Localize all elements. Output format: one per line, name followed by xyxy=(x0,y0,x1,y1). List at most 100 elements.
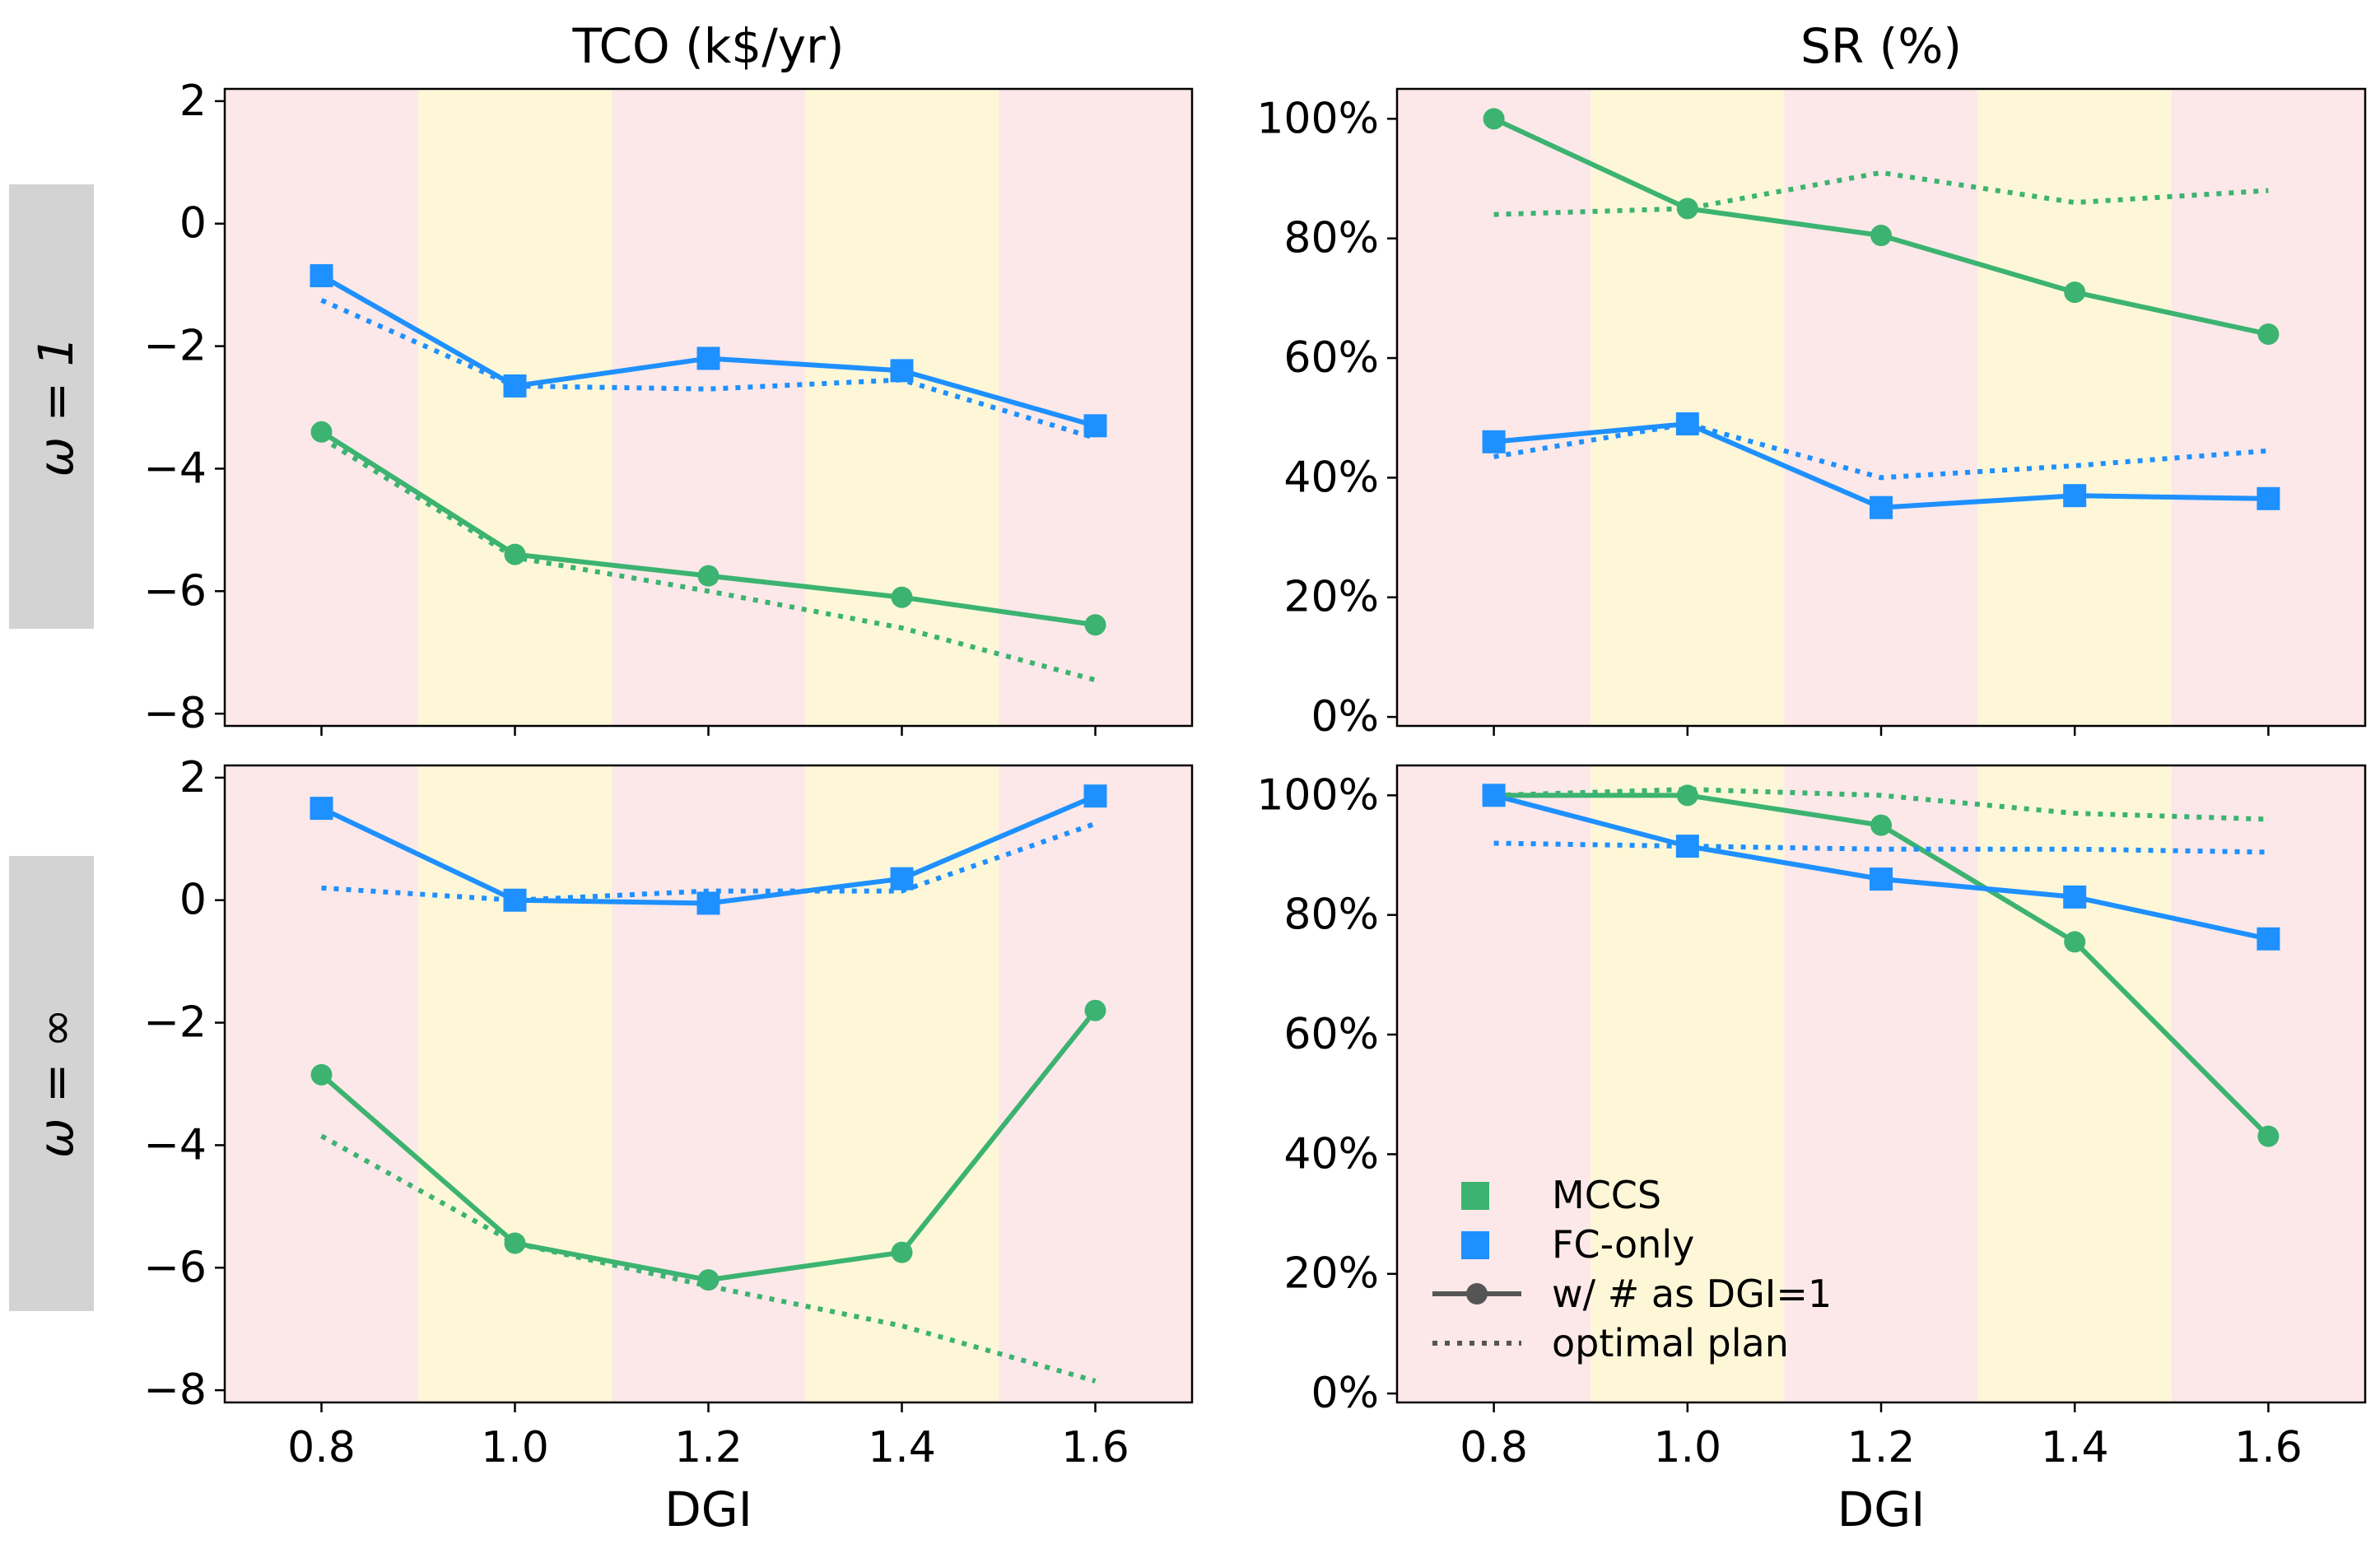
background-band xyxy=(1591,765,1785,1402)
data-point-square xyxy=(310,797,333,821)
background-band xyxy=(1977,89,2172,726)
data-point-square xyxy=(696,346,720,370)
row-label-text: ω = ∞ xyxy=(28,1008,84,1158)
data-point-square xyxy=(2257,927,2280,951)
legend-circle-marker xyxy=(1466,1283,1488,1305)
y-tick-label: 100% xyxy=(1256,770,1379,820)
data-point-circle xyxy=(697,565,720,587)
x-tick-label: 0.8 xyxy=(1460,1423,1528,1472)
y-tick-label: 20% xyxy=(1283,573,1379,622)
legend: MCCS FC-only w/ # as DGI=1 optimal plan xyxy=(1432,1173,1832,1365)
x-tick-label: 1.4 xyxy=(868,1423,936,1472)
background-band xyxy=(1591,89,1785,726)
data-point-square xyxy=(1482,784,1506,807)
x-tick-label: 1.6 xyxy=(2234,1423,2303,1472)
panel-bottom-right: 100% 80% 60% 40% 20% 0% 0.8 1.0 1.2 1.4 1.6 DGI xyxy=(1256,764,2367,1537)
y-tick-label: −2 xyxy=(143,322,207,371)
data-point-square xyxy=(890,867,914,891)
x-axis-label: DGI xyxy=(1837,1481,1926,1537)
data-point-circle xyxy=(504,1232,526,1254)
data-point-circle xyxy=(2064,281,2086,304)
y-tick-label: 60% xyxy=(1283,1010,1379,1059)
series-line-optimal-2 xyxy=(1493,787,2269,822)
x-tick-label: 1.0 xyxy=(481,1423,549,1472)
y-tick-label: 0% xyxy=(1311,1369,1380,1418)
panel-top-left: 2 0 −2 −4 −6 −8 TCO (k$/yr) xyxy=(143,18,1194,738)
background-band xyxy=(1784,89,1978,726)
y-tick-label: −6 xyxy=(143,566,207,616)
background-band xyxy=(1977,765,2172,1402)
data-point-square xyxy=(696,891,720,915)
series-line-optimal-3 xyxy=(321,821,1097,903)
data-point-square xyxy=(1482,430,1506,453)
y-tick-label: −8 xyxy=(143,1365,207,1415)
data-point-square xyxy=(890,359,914,383)
series-line-optimal-2 xyxy=(320,1133,1097,1384)
y-tick-label: 20% xyxy=(1283,1249,1379,1299)
y-tick-label: 0% xyxy=(1311,692,1380,742)
row-label-background xyxy=(9,856,94,1311)
panel-title: TCO (k$/yr) xyxy=(571,18,844,74)
y-tick-label: 60% xyxy=(1283,333,1379,383)
data-point-square xyxy=(503,374,527,398)
row-label-text: ω = 1 xyxy=(28,337,84,477)
data-point-circle xyxy=(2257,323,2280,345)
x-tick-label: 1.2 xyxy=(1847,1423,1916,1472)
row-label-background xyxy=(9,184,94,629)
x-tick-label: 1.0 xyxy=(1653,1423,1721,1472)
data-point-circle xyxy=(1870,225,1892,247)
y-tick-label: 40% xyxy=(1283,453,1379,502)
data-point-square xyxy=(310,263,333,287)
x-axis-label: DGI xyxy=(664,1481,752,1537)
data-point-square xyxy=(1675,412,1699,435)
x-tick-label: 1.6 xyxy=(1061,1423,1129,1472)
panel-title: SR (%) xyxy=(1800,18,1962,74)
legend-fc-only-swatch xyxy=(1461,1231,1489,1259)
y-tick-label: −4 xyxy=(143,1120,207,1170)
data-point-circle xyxy=(1483,108,1505,130)
background-band xyxy=(418,765,612,1402)
data-point-circle xyxy=(310,421,333,443)
y-tick-label: 80% xyxy=(1283,214,1379,263)
data-point-square xyxy=(1870,495,1893,519)
y-tick-label: 100% xyxy=(1256,94,1379,143)
data-point-circle xyxy=(1676,784,1698,807)
panel-top-right: 100% 80% 60% 40% 20% 0% SR (%) xyxy=(1256,18,2367,742)
x-tick-label: 1.4 xyxy=(2041,1423,2109,1472)
data-point-circle xyxy=(2064,931,2086,953)
data-point-circle xyxy=(891,586,913,608)
data-point-circle xyxy=(310,1063,333,1086)
panel-bottom-left: 2 0 −2 −4 −6 −8 0.8 1.0 1.2 1.4 1.6 DGI xyxy=(143,753,1194,1537)
y-tick-label: −2 xyxy=(143,998,207,1048)
series-line-optimal-3 xyxy=(1493,421,2269,481)
data-point-square xyxy=(2063,885,2087,909)
series-line-optimal-3 xyxy=(1493,840,2269,855)
y-tick-label: −4 xyxy=(143,444,207,493)
background-band xyxy=(805,765,999,1402)
data-point-circle xyxy=(1870,814,1892,836)
data-point-square xyxy=(1870,867,1893,891)
data-point-square xyxy=(2257,486,2280,510)
y-tick-label: 0 xyxy=(179,199,207,249)
y-tick-label: −8 xyxy=(143,689,207,738)
background-band xyxy=(1397,89,1591,726)
background-band xyxy=(2171,89,2365,726)
row-label-omega-1: ω = 1 xyxy=(9,184,94,629)
data-point-square xyxy=(1083,784,1107,808)
legend-label-mccs: MCCS xyxy=(1552,1173,1661,1217)
y-tick-label: 40% xyxy=(1283,1129,1379,1179)
background-band xyxy=(612,89,805,726)
background-band xyxy=(805,89,999,726)
data-point-circle xyxy=(1676,198,1698,220)
row-label-omega-infinity: ω = ∞ xyxy=(9,856,94,1311)
data-point-circle xyxy=(697,1269,720,1291)
data-point-circle xyxy=(504,543,526,565)
data-point-circle xyxy=(891,1241,913,1263)
y-tick-label: 0 xyxy=(179,876,207,925)
legend-mccs-swatch xyxy=(1461,1182,1489,1210)
legend-label-fc-only: FC-only xyxy=(1552,1222,1694,1267)
background-band xyxy=(225,89,418,726)
data-point-square xyxy=(1675,835,1699,858)
series-line-optimal-2 xyxy=(319,435,1097,683)
